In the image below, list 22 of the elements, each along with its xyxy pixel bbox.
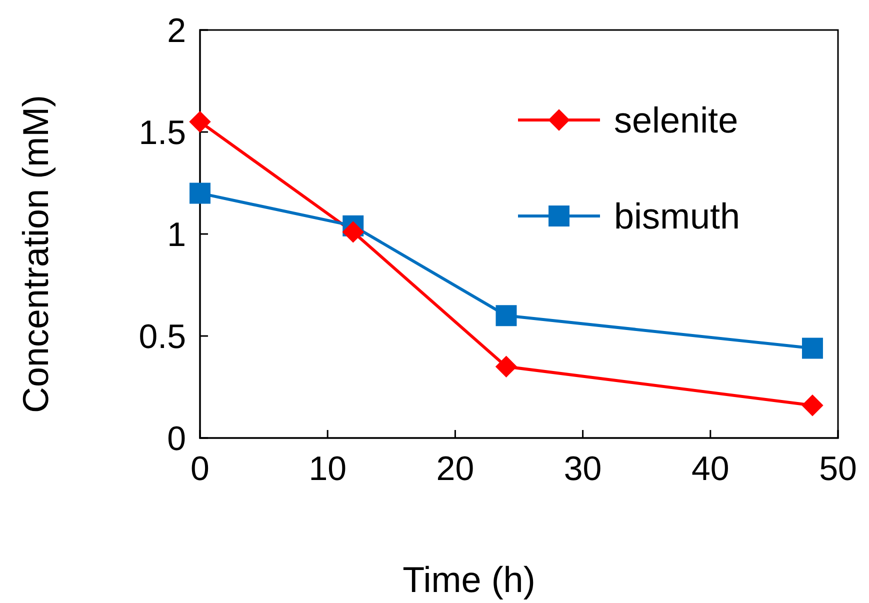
x-axis-title: Time (h) — [402, 559, 536, 600]
y-tick-label: 0 — [167, 420, 186, 458]
x-tick-label: 40 — [691, 450, 730, 488]
point — [496, 305, 517, 326]
x-tick-label: 10 — [308, 450, 347, 488]
x-tick-label: 20 — [436, 450, 474, 488]
y-tick-label: 2 — [167, 12, 186, 50]
legend-label: selenite — [614, 100, 738, 141]
point — [802, 338, 823, 359]
point — [495, 356, 518, 378]
x-tick-label: 30 — [564, 450, 602, 488]
legend-label: bismuth — [614, 196, 740, 237]
y-tick-label: 1 — [167, 216, 186, 254]
y-tick-label: 1.5 — [138, 114, 186, 152]
point — [189, 110, 211, 133]
point — [802, 394, 824, 416]
point — [342, 221, 364, 243]
point — [190, 182, 210, 204]
y-tick-label: 0.5 — [138, 318, 186, 356]
x-tick-label: 0 — [190, 450, 210, 488]
x-tick-label: 50 — [819, 450, 857, 488]
y-axis-title: Concentration (mM) — [15, 94, 56, 414]
